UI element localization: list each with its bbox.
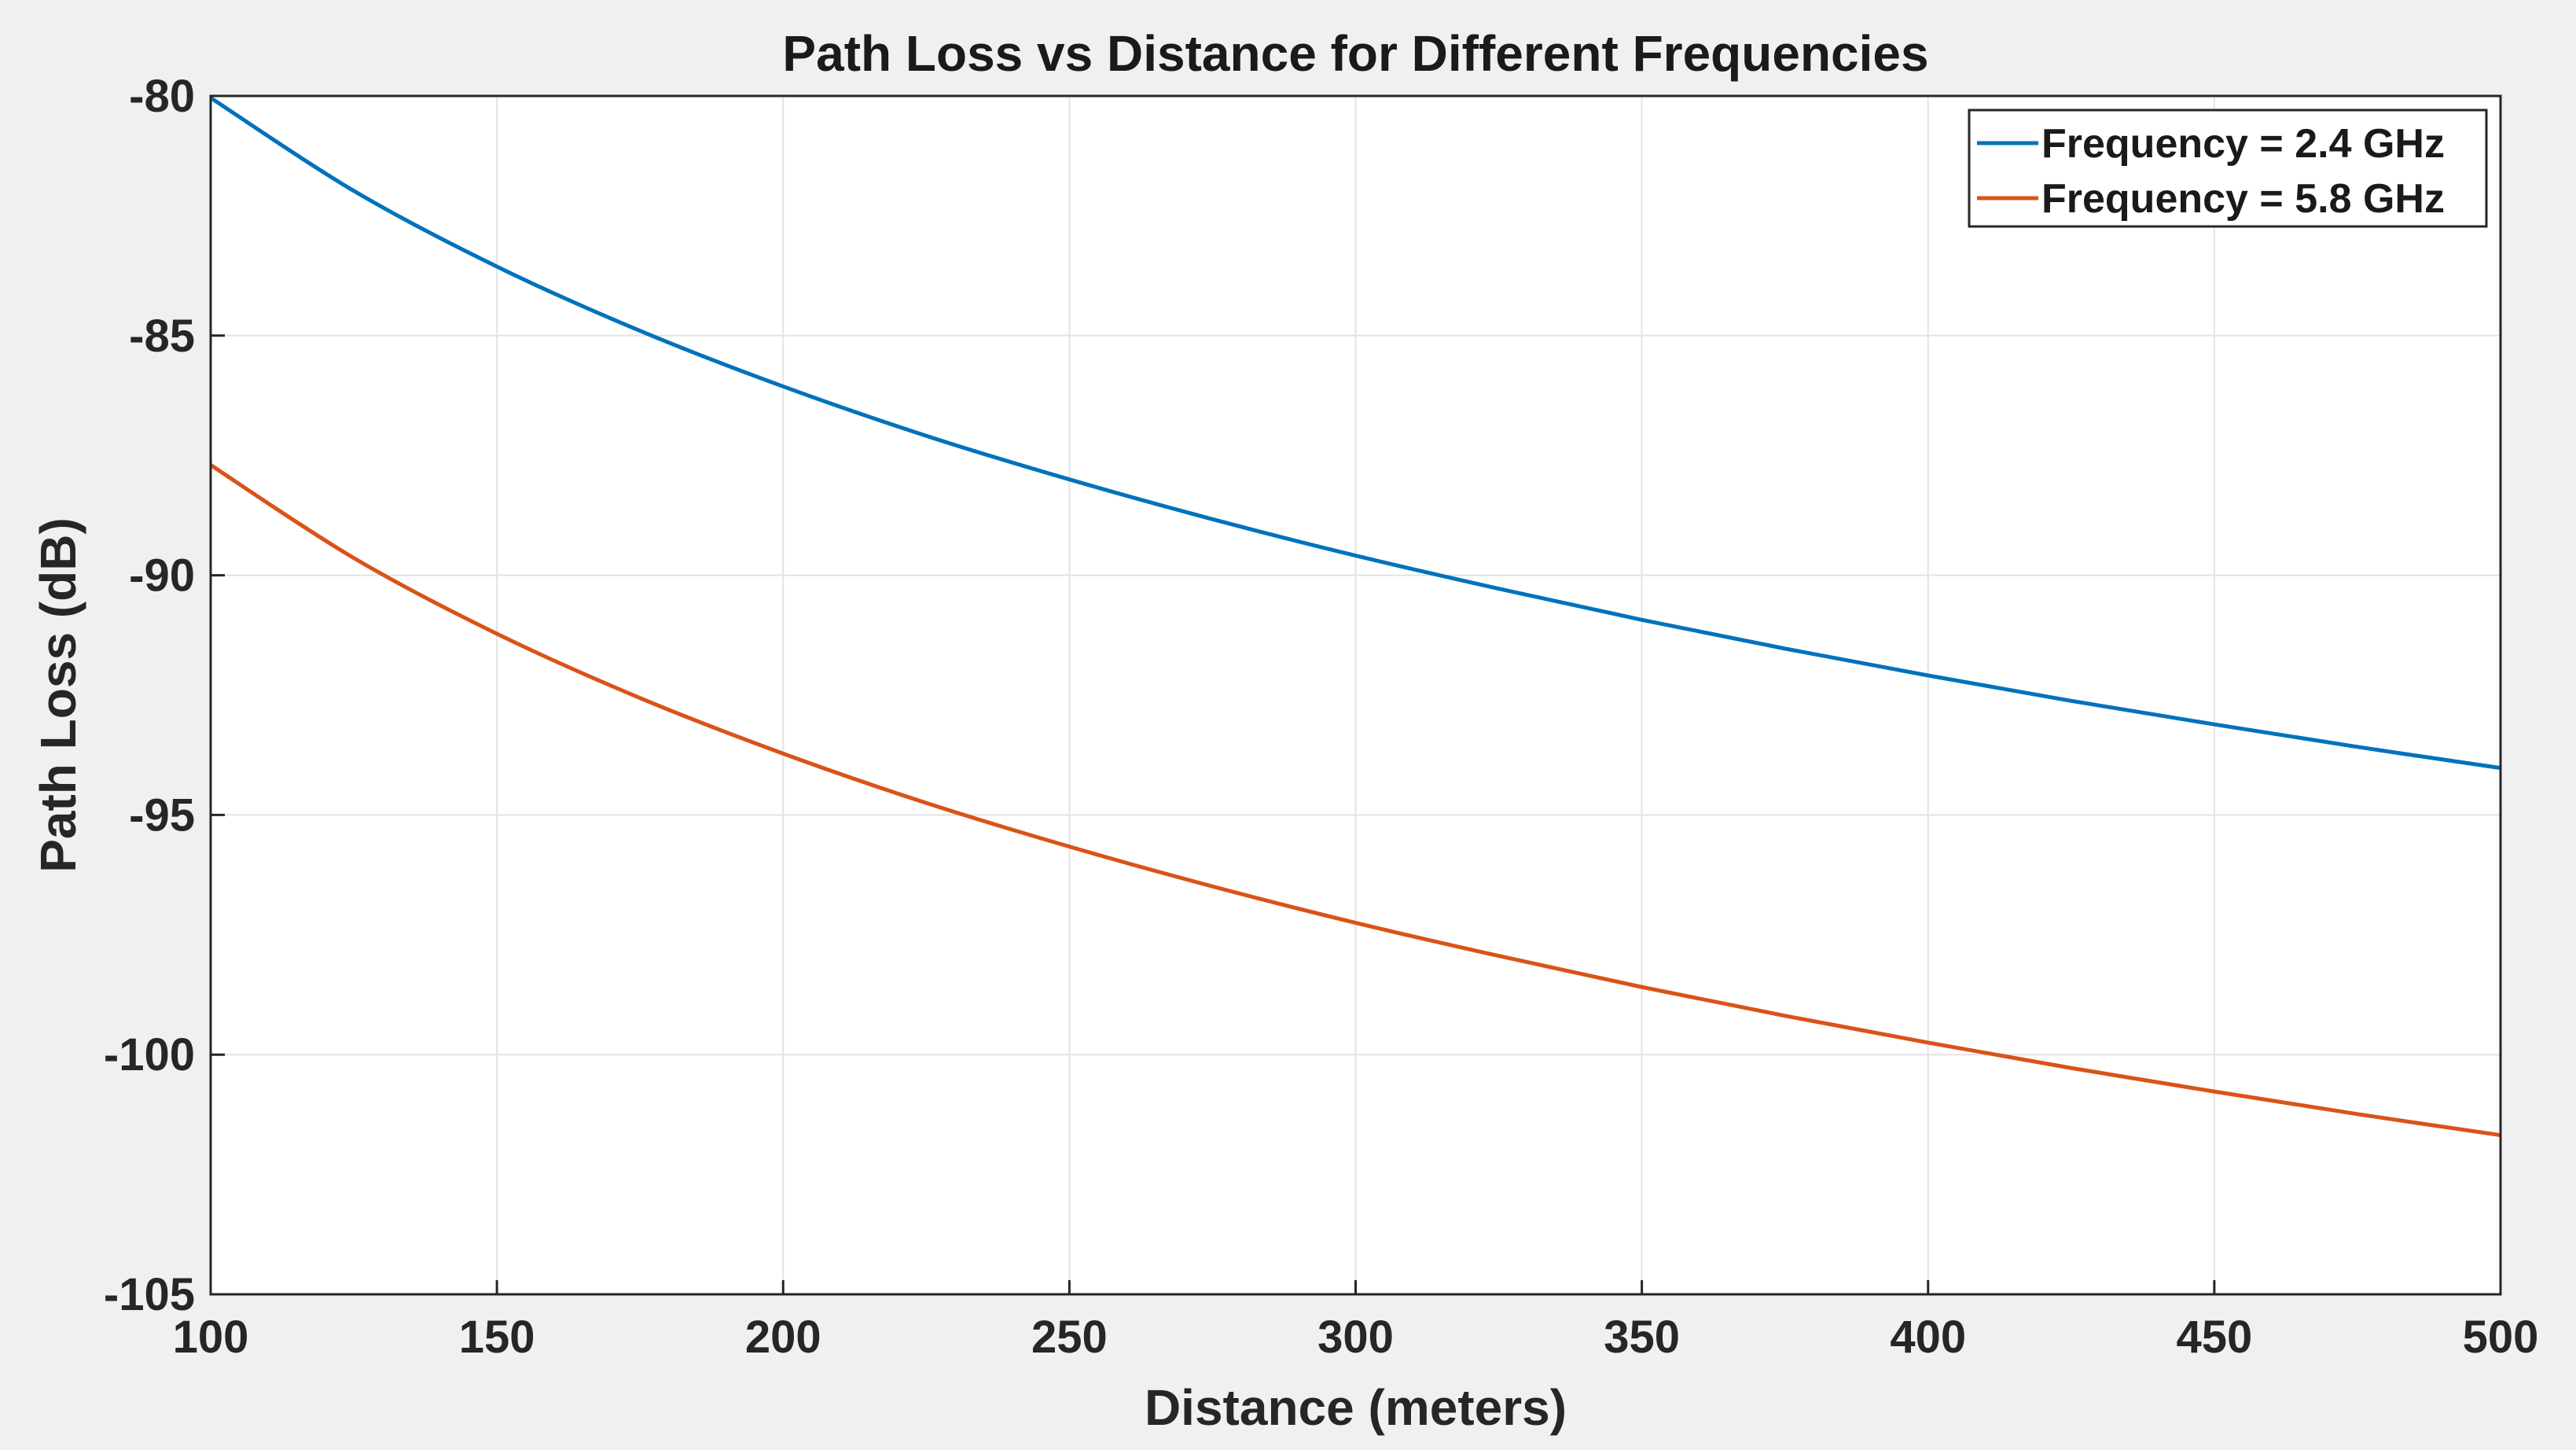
x-tick-label: 300 bbox=[1317, 1312, 1394, 1363]
series-line-2-4-ghz bbox=[209, 96, 2501, 771]
legend-label-5-8-ghz: Frequency = 5.8 GHz bbox=[2041, 176, 2445, 222]
y-tick-label: -95 bbox=[129, 789, 195, 841]
chart-title: Path Loss vs Distance for Different Freq… bbox=[782, 25, 1928, 82]
y-axis-label: Path Loss (dB) bbox=[30, 517, 86, 873]
legend-box bbox=[1968, 109, 2488, 228]
y-tick-label: -80 bbox=[129, 71, 195, 122]
axis-ticks: 100 150 200 250 300 350 400 450 500 -80 -85 -90 -95 -… bbox=[104, 71, 2538, 1363]
series-line-5-8-ghz bbox=[209, 463, 2501, 1138]
y-tick-label: -100 bbox=[104, 1029, 195, 1080]
x-tick-label: 450 bbox=[2176, 1312, 2252, 1363]
x-tick-label: 250 bbox=[1031, 1312, 1108, 1363]
x-tick-label: 350 bbox=[1604, 1312, 1680, 1363]
x-axis-label: Distance (meters) bbox=[1145, 1379, 1567, 1436]
y-tick-label: -85 bbox=[129, 311, 195, 362]
x-tick-label: 200 bbox=[745, 1312, 821, 1363]
x-tick-label: 100 bbox=[173, 1312, 249, 1363]
y-tick-label: -90 bbox=[129, 550, 195, 602]
x-tick-label: 150 bbox=[459, 1312, 535, 1363]
series-lines bbox=[209, 96, 2501, 1138]
legend-label-2-4-ghz: Frequency = 2.4 GHz bbox=[2041, 121, 2445, 167]
legend: Frequency = 2.4 GHz Frequency = 5.8 GHz bbox=[1968, 109, 2488, 228]
x-tick-label: 500 bbox=[2463, 1312, 2539, 1363]
x-tick-label: 400 bbox=[1890, 1312, 1966, 1363]
y-tick-label: -105 bbox=[104, 1269, 195, 1320]
